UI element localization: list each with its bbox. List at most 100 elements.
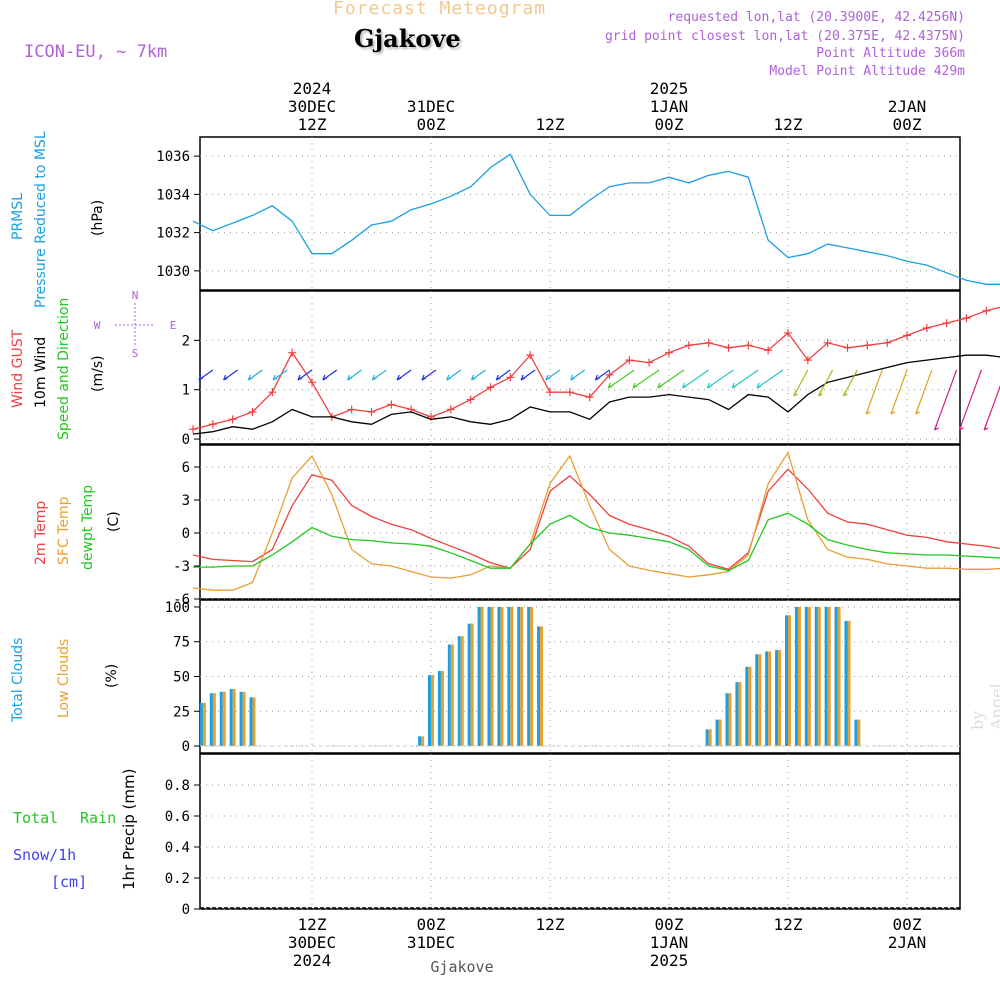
gust-point: [863, 341, 872, 350]
total-cloud-bar: [229, 689, 233, 747]
wind-arrow-head: [198, 374, 204, 381]
wind-arrow: [890, 369, 908, 415]
y-tick-label: 1030: [156, 264, 190, 280]
gust-point: [803, 356, 812, 365]
gust-point: [903, 331, 911, 340]
total-cloud-bar: [517, 606, 521, 747]
top-time-label: 12Z: [298, 115, 327, 134]
y-tick-label: 50: [173, 670, 190, 686]
gust-point: [387, 400, 396, 409]
y-tick-label: 6: [182, 460, 190, 476]
top-time-label: 00Z: [655, 115, 684, 134]
total-cloud-bar: [775, 650, 779, 747]
gust-point: [962, 314, 971, 323]
top-time-label: 00Z: [893, 115, 922, 134]
y-tick-label: 1034: [156, 187, 190, 203]
y-tick-label: 0.2: [165, 871, 190, 887]
gust-point: [922, 324, 931, 333]
total-cloud-bar: [467, 623, 471, 747]
bottom-time-label: 2024: [293, 951, 332, 970]
wind-arrow: [934, 369, 958, 431]
y-tick-label: 0.8: [165, 778, 190, 794]
low-cloud-bar: [450, 644, 454, 747]
low-cloud-bar: [470, 623, 474, 747]
gust-point: [605, 370, 614, 379]
wind-arrow-head: [371, 374, 377, 381]
y-tick-label: 1: [182, 383, 190, 399]
y-tick-label: 1032: [156, 226, 190, 242]
meteogram-title: Forecast Meteogram: [333, 0, 547, 19]
top-time-label: 31DEC: [407, 97, 455, 116]
gust-point: [446, 405, 455, 414]
gust-point: [268, 388, 277, 397]
wind-arrow-head: [706, 382, 712, 389]
y-tick-label: 75: [173, 635, 190, 651]
total-cloud-bar: [447, 644, 451, 747]
low-cloud-bar: [421, 736, 425, 747]
top-time-label: 12Z: [774, 115, 803, 134]
y-tick-label: 3: [182, 493, 190, 509]
total-cloud-bar: [765, 651, 769, 747]
wind-arrow-head: [657, 382, 663, 389]
gust-point: [665, 348, 673, 357]
gust-point: [744, 341, 753, 350]
wind-arrow: [983, 385, 1000, 431]
low-cloud-bar: [857, 719, 861, 747]
total-cloud-bar: [705, 729, 709, 747]
wind-arrow-head: [396, 374, 402, 381]
panel-frame-1: [199, 136, 961, 291]
low-cloud-bar: [778, 650, 782, 747]
wind-arrow: [707, 369, 734, 389]
wind-arrow-head: [842, 390, 848, 397]
temp-line-1: [192, 451, 1000, 591]
gust-point: [823, 338, 832, 347]
total-cloud-bar: [199, 702, 203, 747]
total-cloud-bar: [745, 666, 749, 747]
y-tick-label: 100: [165, 600, 190, 616]
total-cloud-bar: [487, 606, 491, 747]
gust-point: [486, 383, 495, 392]
wind-arrow-head: [495, 374, 501, 381]
total-cloud-bar: [755, 654, 759, 747]
low-cloud-bar: [847, 620, 851, 747]
y-tick-label: 0.4: [165, 840, 190, 856]
wind-arrow-head: [470, 374, 476, 381]
low-cloud-bar: [222, 691, 226, 747]
total-cloud-bar: [735, 682, 739, 747]
low-cloud-bar: [708, 729, 712, 747]
compass-e: E: [170, 319, 177, 332]
wind-arrow-head: [983, 424, 989, 431]
low-cloud-bar: [460, 636, 464, 747]
wind-arrow-head: [818, 390, 823, 397]
gust-point: [625, 356, 634, 365]
wind-arrow-head: [958, 424, 964, 431]
wind-arrow-head: [247, 374, 253, 381]
wind-arrow: [865, 369, 883, 415]
total-cloud-bar: [725, 693, 729, 747]
gust-point: [228, 415, 237, 424]
total-cloud-bar: [824, 606, 828, 747]
gust-point: [724, 343, 733, 352]
low-cloud-bar: [232, 689, 236, 747]
bottom-time-label: 12Z: [298, 915, 327, 934]
gust-point: [347, 405, 356, 414]
low-cloud-bar: [431, 675, 434, 747]
wind-arrow-head: [272, 374, 278, 381]
gust-point: [546, 388, 554, 397]
low-cloud-bar: [817, 606, 821, 747]
wind-arrow-head: [223, 374, 228, 381]
gust-point: [883, 338, 892, 347]
total-cloud-bar: [437, 670, 441, 747]
total-cloud-bar: [249, 697, 253, 747]
low-cloud-bar: [252, 697, 256, 747]
wind-arrow: [756, 369, 784, 389]
temp-line-0: [192, 468, 1000, 571]
panel-frame-3: [199, 444, 961, 600]
total-cloud-bar: [209, 693, 213, 747]
rain-label: Rain: [80, 809, 117, 827]
total-cloud-bar: [507, 606, 511, 747]
gust-point: [942, 319, 951, 328]
gust-point: [684, 341, 693, 350]
gust-point: [645, 358, 654, 367]
gust-point: [189, 425, 197, 434]
